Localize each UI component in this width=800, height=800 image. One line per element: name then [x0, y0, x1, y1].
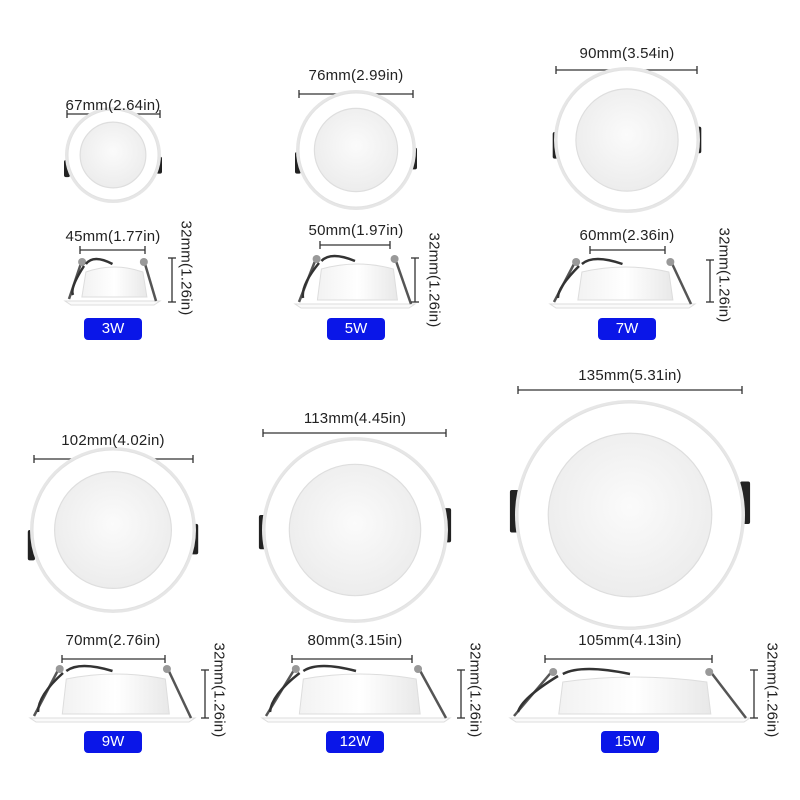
clip-pivot	[78, 258, 87, 266]
height-label: 32mm(1.26in)	[715, 227, 733, 323]
diameter-label: 102mm(4.02in)	[61, 432, 165, 449]
lamp-face	[313, 107, 399, 193]
power-cable	[36, 664, 113, 713]
clip-pivot	[55, 665, 64, 673]
wattage-badge: 9W	[84, 731, 142, 753]
diameter-label: 113mm(4.45in)	[303, 410, 407, 427]
lamp-flange-side	[293, 303, 417, 309]
lamp-face	[53, 471, 173, 590]
clip-pivot	[705, 668, 714, 676]
height-label: 32mm(1.26in)	[177, 220, 195, 316]
wattage-badge: 12W	[326, 731, 384, 753]
clip-pivot	[549, 668, 558, 676]
clip-pivot	[291, 665, 300, 673]
lamp-body-side	[316, 263, 398, 301]
lamp-body-side	[61, 673, 170, 715]
cutout-label: 45mm(1.77in)	[65, 228, 161, 245]
lamp-flange-side	[28, 717, 197, 723]
spring-clip-side-right	[165, 666, 193, 719]
power-cable	[556, 257, 623, 299]
height-label: 32mm(1.26in)	[763, 642, 781, 738]
height-label: 32mm(1.26in)	[466, 642, 484, 738]
spring-clip-side-right	[142, 259, 158, 302]
height-label: 32mm(1.26in)	[210, 642, 228, 738]
clip-pivot	[414, 665, 423, 673]
cutout-label: 80mm(3.15in)	[307, 632, 403, 649]
lamp-body-side	[577, 266, 674, 301]
clip-pivot	[390, 255, 399, 263]
clip-pivot	[572, 258, 581, 266]
diameter-label: 90mm(3.54in)	[579, 45, 675, 62]
clip-pivot	[666, 258, 675, 266]
cutout-label: 70mm(2.76in)	[65, 632, 161, 649]
lamp-face	[79, 121, 147, 189]
wattage-badge: 3W	[84, 318, 142, 340]
cutout-label: 105mm(4.13in)	[578, 632, 682, 649]
lamp-flange-side	[260, 717, 452, 723]
lamp-body-side	[298, 673, 421, 715]
spring-clip-side-right	[708, 669, 747, 719]
spring-clip-side-right	[669, 259, 693, 305]
lamp-flange-side	[63, 300, 162, 306]
diameter-label: 76mm(2.99in)	[308, 67, 404, 84]
spring-clip-side-right	[416, 666, 448, 719]
diameter-label: 67mm(2.64in)	[65, 97, 161, 114]
diameter-label: 135mm(5.31in)	[578, 367, 682, 384]
lamp-face	[575, 88, 679, 192]
wattage-badge: 7W	[598, 318, 656, 340]
lamp-flange-side	[548, 303, 697, 309]
clip-pivot	[312, 255, 321, 263]
power-cable	[301, 254, 356, 299]
lamp-face	[288, 463, 422, 597]
power-cable	[71, 257, 114, 296]
spring-clip-side-right	[393, 256, 413, 305]
cutout-label: 50mm(1.97in)	[308, 222, 404, 239]
wattage-badge: 15W	[601, 731, 659, 753]
wattage-badge: 5W	[327, 318, 385, 340]
power-cable	[516, 667, 631, 713]
lamp-body-side	[558, 676, 712, 715]
cutout-label: 60mm(2.36in)	[579, 227, 675, 244]
lamp-face	[547, 432, 713, 598]
lamp-flange-side	[508, 717, 752, 723]
power-cable	[268, 664, 357, 713]
clip-pivot	[139, 258, 148, 266]
height-label: 32mm(1.26in)	[425, 232, 443, 328]
lamp-body-side	[81, 266, 148, 298]
clip-pivot	[162, 665, 171, 673]
